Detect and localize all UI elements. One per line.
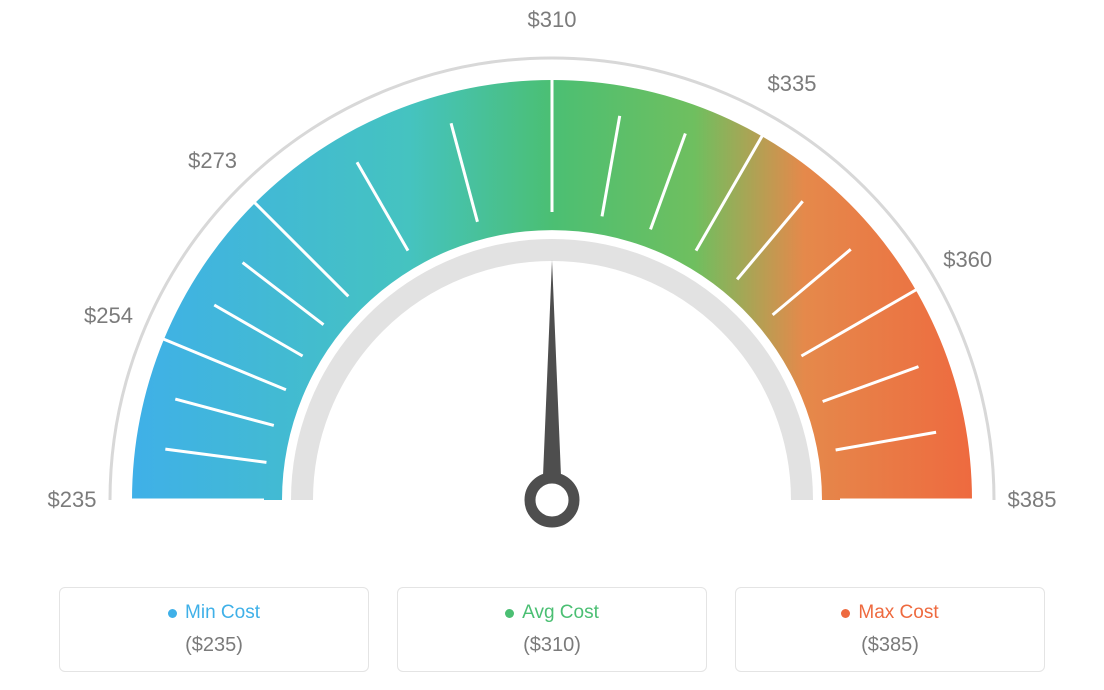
legend-value: ($385) <box>746 634 1034 657</box>
tick-label: $273 <box>188 148 237 174</box>
legend-title: Avg Cost <box>505 602 599 624</box>
legend-value: ($310) <box>408 634 696 657</box>
legend-title-text: Min Cost <box>185 602 260 624</box>
tick-label: $335 <box>768 71 817 97</box>
legend-value: ($235) <box>70 634 358 657</box>
legend-title-text: Max Cost <box>858 602 938 624</box>
legend-dot-icon <box>841 609 850 618</box>
legend-dot-icon <box>168 609 177 618</box>
legend-title: Max Cost <box>841 602 938 624</box>
legend-dot-icon <box>505 609 514 618</box>
tick-label: $254 <box>84 303 133 329</box>
gauge-svg <box>0 0 1104 560</box>
gauge-chart: $235 $254 $273 $310 $335 $360 $385 <box>0 0 1104 560</box>
tick-label: $235 <box>48 487 97 513</box>
gauge-needle <box>542 260 562 500</box>
legend-title-text: Avg Cost <box>522 602 599 624</box>
legend-card: Avg Cost ($310) <box>397 587 707 672</box>
legend-title: Min Cost <box>168 602 260 624</box>
tick-label: $310 <box>528 7 577 33</box>
needle-hub <box>530 478 574 522</box>
legend-card: Max Cost ($385) <box>735 587 1045 672</box>
tick-label: $385 <box>1008 487 1057 513</box>
legend-row: Min Cost ($235) Avg Cost ($310) Max Cost ($38… <box>0 587 1104 672</box>
tick-label: $360 <box>943 247 992 273</box>
legend-card: Min Cost ($235) <box>59 587 369 672</box>
